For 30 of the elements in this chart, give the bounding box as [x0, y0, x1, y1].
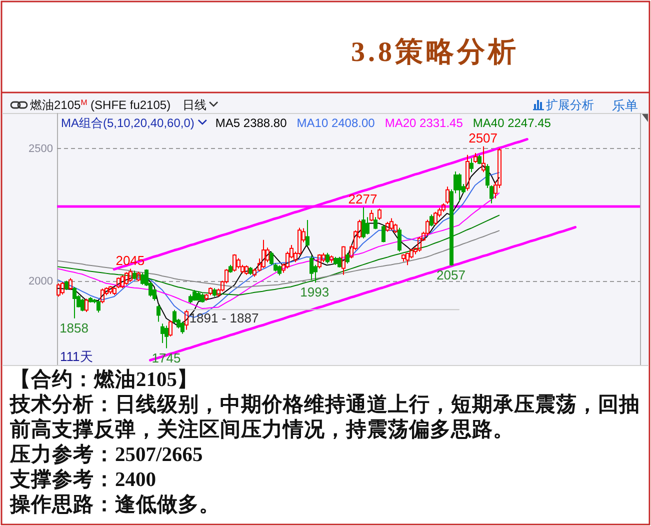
annotation: 1891 - 1887 — [189, 310, 259, 326]
text: MA20 2331.45 — [384, 116, 464, 130]
line-series — [148, 226, 577, 362]
text: MA5 2388.80 — [215, 116, 288, 130]
text: 扩展分析 — [546, 98, 594, 112]
candlestick — [362, 206, 366, 239]
legend-title: MA组合(5,10,20,40,60,0) — [61, 116, 194, 130]
text: 压力参考：2507/2665 — [9, 442, 203, 466]
text: 操作思路：逢低做多。 — [9, 493, 220, 516]
annotation: 111天 — [60, 349, 93, 364]
y-tick-label: 2000 — [28, 276, 53, 288]
candlestick — [160, 323, 164, 344]
annotation: 2277 — [348, 191, 378, 206]
text: 技术分析：日线级别，中期价格维持通道上行，短期承压震荡，回抽前高支撑反弹，关注区间压力情况，持震荡偏多思路。 — [9, 392, 640, 441]
annotation: 2507 — [468, 130, 498, 146]
annotation: 2045 — [116, 252, 145, 268]
line-series — [58, 214, 500, 296]
annotation: 1993 — [300, 284, 330, 300]
text: 【合约：燃油2105】 — [10, 368, 198, 391]
y-tick-label: 2500 — [28, 143, 53, 156]
annotation: 2057 — [436, 268, 466, 283]
text: 日线 — [182, 98, 207, 112]
chart-title: 3.8策略分析 — [351, 37, 519, 68]
line-series — [58, 230, 500, 288]
text: MA10 2408.00 — [296, 116, 376, 130]
text: MA40 2247.45 — [472, 116, 552, 130]
chart-subtitle: 燃油2105$^{M}$ (SHFE fu2105) — [30, 98, 171, 112]
text: 支撑参考：2400 — [9, 467, 156, 491]
text: 乐单 — [612, 98, 638, 113]
annotation: 1858 — [60, 320, 88, 336]
